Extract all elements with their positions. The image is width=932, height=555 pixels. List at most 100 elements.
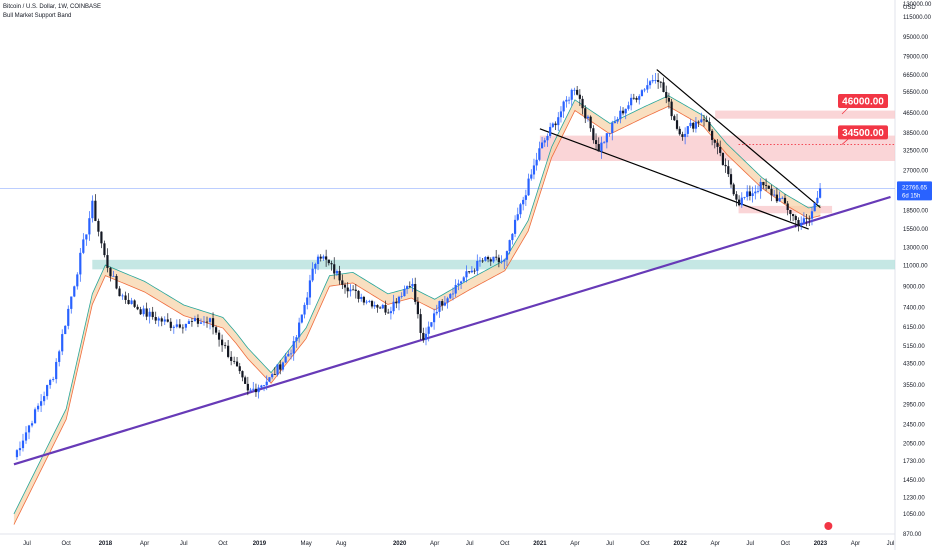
candle-body	[300, 314, 303, 323]
candle-body	[157, 318, 160, 321]
candle-body	[789, 210, 792, 215]
y-tick-label: 1450.00	[903, 478, 925, 484]
candle-body	[481, 260, 484, 262]
candle-body	[702, 119, 706, 121]
candle-body	[145, 308, 148, 317]
candle-body	[781, 197, 784, 199]
candle-body	[489, 259, 492, 262]
candle-body	[716, 142, 719, 147]
candle-body	[662, 82, 665, 92]
candle-body	[659, 81, 662, 83]
candle-body	[73, 286, 76, 297]
candle-body	[21, 440, 25, 449]
candle-body	[187, 321, 191, 324]
candle-body	[85, 234, 88, 240]
candle-body	[640, 90, 644, 97]
candle-body	[500, 261, 503, 263]
x-tick-label: 2020	[393, 541, 407, 547]
candle-body	[109, 267, 112, 277]
candle-body	[343, 284, 347, 288]
candle-body	[392, 301, 395, 312]
candle-body	[459, 281, 463, 284]
candle-body	[15, 450, 19, 458]
candle-body	[627, 105, 630, 109]
x-tick-label: Oct	[640, 541, 650, 547]
candle-body	[416, 301, 419, 315]
candle-body	[686, 126, 689, 134]
candle-body	[52, 379, 55, 380]
trendline-long-term-support	[13, 195, 891, 466]
candle-body	[400, 296, 403, 297]
candle-body	[414, 283, 417, 302]
candle-body	[411, 283, 414, 287]
candle-body	[238, 366, 241, 372]
candle-body	[775, 194, 778, 202]
candle-body	[298, 322, 301, 338]
y-tick-label: 2050.00	[903, 441, 925, 447]
candle-body	[175, 324, 178, 327]
candle-body	[33, 409, 37, 424]
candle-body	[224, 345, 227, 347]
indicator-name: Bull Market Support Band	[3, 13, 72, 19]
candle-body	[818, 188, 822, 198]
x-tick-label: Oct	[781, 541, 791, 547]
candle-body	[592, 128, 595, 141]
candle-body	[91, 200, 94, 219]
candle-body	[576, 89, 579, 95]
candle-body	[246, 383, 249, 391]
x-tick-label: Apr	[851, 541, 860, 547]
candle-body	[473, 270, 476, 272]
candle-body	[112, 275, 115, 277]
candle-body	[58, 351, 61, 362]
x-tick-label: Jul	[466, 541, 474, 547]
candles	[15, 73, 822, 460]
y-tick-label: 2950.00	[903, 403, 925, 409]
zone-2	[715, 110, 895, 119]
candle-body	[362, 296, 366, 303]
candle-body	[196, 318, 200, 324]
candle-body	[82, 239, 85, 253]
y-tick-label: 56500.00	[903, 90, 929, 96]
candle-body	[190, 321, 194, 322]
trendline-wedge-upper	[656, 69, 821, 209]
candle-body	[422, 332, 425, 340]
candle-body	[406, 286, 409, 290]
x-tick-label: Apr	[570, 541, 579, 547]
x-tick-label: 2022	[673, 541, 687, 547]
callout-box-0	[838, 93, 888, 108]
last-price-tag	[897, 181, 932, 201]
candle-body	[756, 191, 760, 192]
candle-body	[148, 311, 151, 317]
y-tick-label: 27000.00	[903, 168, 929, 174]
candle-body	[570, 89, 573, 100]
candle-body	[457, 283, 460, 285]
candle-body	[265, 381, 268, 386]
candle-body	[76, 274, 79, 287]
candle-body	[505, 251, 509, 260]
y-tick-label: 1230.00	[903, 495, 925, 501]
y-tick-label: 66500.00	[903, 73, 929, 79]
candle-body	[470, 270, 473, 273]
candle-body	[39, 401, 43, 406]
candle-body	[233, 360, 236, 362]
candle-body	[330, 263, 333, 265]
candle-body	[619, 110, 622, 120]
candle-body	[616, 119, 619, 122]
support-band-sma	[13, 95, 821, 515]
candle-body	[441, 301, 444, 306]
candle-body	[257, 387, 260, 393]
candle-body	[79, 252, 82, 275]
candle-body	[214, 327, 218, 333]
candle-body	[711, 130, 714, 140]
candle-body	[262, 385, 266, 386]
candle-body	[352, 289, 355, 291]
candle-body	[252, 388, 255, 390]
y-tick-label: 46500.00	[903, 111, 929, 117]
candle-body	[103, 243, 106, 256]
zone-3	[738, 205, 833, 214]
candle-body	[643, 89, 646, 91]
candle-body	[384, 304, 387, 313]
candle-body	[154, 317, 157, 321]
